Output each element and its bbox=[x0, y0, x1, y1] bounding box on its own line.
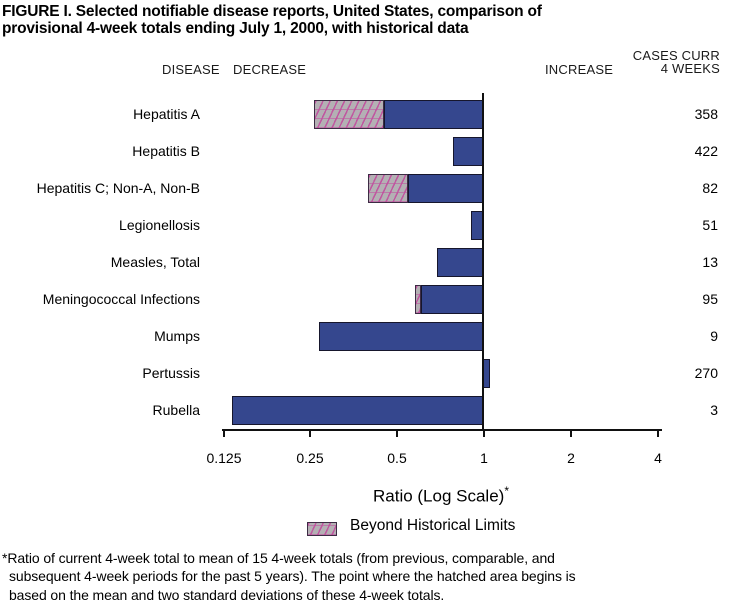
footnote: *Ratio of current 4-week total to mean o… bbox=[2, 550, 576, 603]
cases-value: 358 bbox=[694, 106, 718, 122]
cases-value: 3 bbox=[710, 402, 718, 418]
disease-label: Pertussis bbox=[142, 365, 200, 381]
x-axis-tick bbox=[483, 429, 485, 437]
increase-bar bbox=[483, 359, 490, 388]
x-axis-tick bbox=[309, 429, 311, 437]
cases-value: 82 bbox=[702, 180, 718, 196]
disease-label: Mumps bbox=[154, 328, 200, 344]
x-axis-tick-label: 0.5 bbox=[387, 450, 407, 466]
beyond-historical-limits-segment bbox=[368, 174, 408, 203]
decrease-bar bbox=[408, 174, 484, 203]
x-axis-tick-label: 4 bbox=[654, 450, 662, 466]
x-axis-tick-label: 1 bbox=[480, 450, 488, 466]
cases-value: 422 bbox=[694, 143, 718, 159]
disease-label: Rubella bbox=[152, 402, 200, 418]
decrease-bar bbox=[437, 248, 484, 277]
beyond-historical-limits-segment bbox=[314, 100, 384, 129]
column-header-disease: DISEASE bbox=[162, 62, 220, 77]
disease-label: Measles, Total bbox=[110, 254, 200, 270]
cases-value: 270 bbox=[694, 365, 718, 381]
x-axis-tick-label: 2 bbox=[567, 450, 575, 466]
disease-label: Hepatitis B bbox=[132, 143, 200, 159]
cases-value: 13 bbox=[702, 254, 718, 270]
column-header-increase: INCREASE bbox=[545, 62, 614, 77]
cases-value: 95 bbox=[702, 291, 718, 307]
disease-label: Hepatitis C; Non-A, Non-B bbox=[36, 180, 200, 196]
x-axis-tick bbox=[223, 429, 225, 437]
figure-title: FIGURE I. Selected notifiable disease re… bbox=[2, 3, 542, 37]
x-axis-line bbox=[222, 429, 662, 431]
decrease-bar bbox=[421, 285, 484, 314]
legend-label: Beyond Historical Limits bbox=[350, 517, 516, 534]
disease-label: Legionellosis bbox=[119, 217, 200, 233]
decrease-bar bbox=[232, 396, 484, 425]
decrease-bar bbox=[319, 322, 484, 351]
x-axis-tick-label: 0.125 bbox=[206, 450, 242, 466]
decrease-bar bbox=[384, 100, 484, 129]
beyond-historical-limits-segment bbox=[415, 285, 421, 314]
decrease-bar bbox=[453, 137, 484, 166]
cases-value: 51 bbox=[702, 217, 718, 233]
x-axis-tick bbox=[570, 429, 572, 437]
x-axis-tick bbox=[396, 429, 398, 437]
x-axis-label-footnote-marker: * bbox=[504, 484, 509, 498]
x-axis-tick-label: 0.25 bbox=[296, 450, 324, 466]
x-axis-label: Ratio (Log Scale)* bbox=[241, 484, 641, 507]
column-header-decrease: DECREASE bbox=[233, 62, 307, 77]
baseline-ratio-1-line bbox=[482, 93, 484, 431]
x-axis-tick bbox=[657, 429, 659, 437]
disease-label: Hepatitis A bbox=[133, 106, 200, 122]
disease-label: Meningococcal Infections bbox=[42, 291, 200, 307]
column-header-cases-curr-4-weeks: CASES CURR 4 WEEKS bbox=[632, 48, 720, 76]
legend-hatch-swatch bbox=[307, 522, 337, 536]
x-axis-label-text: Ratio (Log Scale) bbox=[372, 486, 505, 506]
cases-value: 9 bbox=[710, 328, 718, 344]
